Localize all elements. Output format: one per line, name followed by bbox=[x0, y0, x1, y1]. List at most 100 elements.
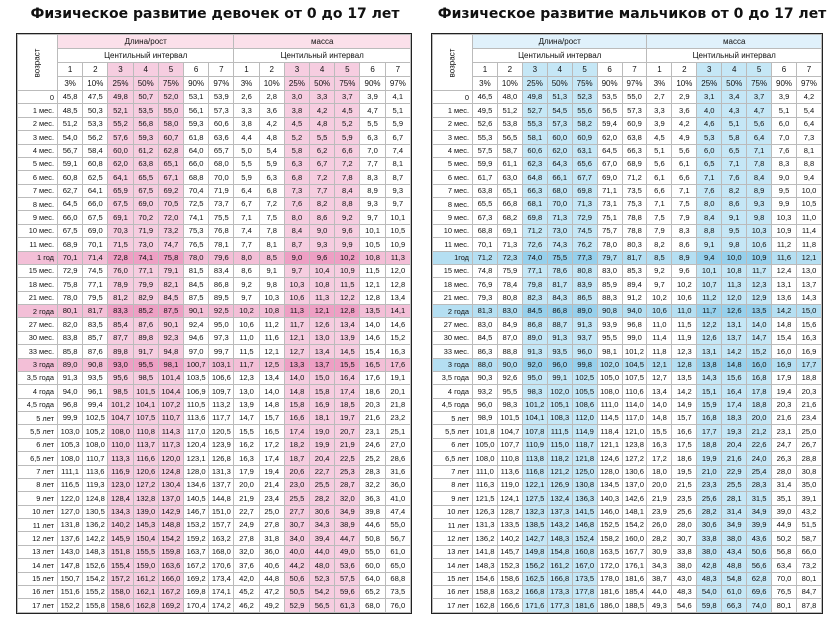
length-value: 136,3 bbox=[571, 491, 598, 506]
length-value: 63,8 bbox=[132, 156, 159, 172]
length-value: 126,3 bbox=[472, 504, 498, 520]
mass-value: 10,8 bbox=[721, 263, 748, 279]
mass-value: 21,6 bbox=[771, 411, 797, 426]
mass-value: 7,0 bbox=[359, 143, 386, 158]
mass-value: 6,6 bbox=[334, 143, 361, 158]
length-value: 55,3 bbox=[472, 130, 498, 145]
mass-value: 7,3 bbox=[283, 183, 311, 199]
mass-value: 56,7 bbox=[384, 531, 412, 546]
mass-value: 8,4 bbox=[746, 170, 773, 185]
length-value: 142,2 bbox=[82, 531, 109, 546]
mass-value: 20,4 bbox=[309, 451, 336, 466]
age-cell: 5 лет bbox=[432, 411, 473, 426]
length-value: 81,5 bbox=[183, 263, 210, 279]
mass-value: 55,0 bbox=[359, 544, 386, 560]
mass-value: 7,9 bbox=[671, 210, 698, 225]
length-value: 83,0 bbox=[496, 304, 523, 319]
mass-value: 10,2 bbox=[233, 304, 260, 319]
mass-value: 12,5 bbox=[258, 357, 285, 372]
length-value: 117,7 bbox=[208, 411, 235, 426]
mass-value: 9,4 bbox=[696, 250, 723, 265]
mass-value: 21,0 bbox=[696, 464, 723, 479]
mass-value: 3,6 bbox=[671, 103, 698, 118]
mass-value: 55,0 bbox=[384, 518, 412, 533]
length-value: 93,5 bbox=[82, 370, 109, 386]
length-value: 67,5 bbox=[107, 197, 134, 212]
length-value: 56,1 bbox=[183, 103, 210, 118]
mass-value: 28,3 bbox=[746, 477, 773, 493]
mass-value: 8,9 bbox=[359, 183, 386, 199]
length-value: 107,5 bbox=[132, 411, 159, 426]
length-value: 76,2 bbox=[571, 237, 598, 252]
length-value: 185,4 bbox=[621, 584, 648, 600]
length-value: 81,7 bbox=[82, 304, 109, 319]
mass-value: 20,0 bbox=[646, 477, 673, 493]
mass-value: 38,7 bbox=[646, 571, 673, 586]
length-value: 132,3 bbox=[521, 504, 548, 520]
table-row: 9 лет 122,0 124,8 128,4 132,8 137,0 140,5 144,8… bbox=[17, 491, 412, 506]
percent-label: 10% bbox=[82, 76, 109, 92]
mass-value: 17,7 bbox=[795, 357, 823, 372]
mass-value: 48,8 bbox=[721, 558, 748, 573]
age-cell: 0 bbox=[432, 90, 473, 105]
table-row: 13 лет 141,8 145,7 149,8 154,8 160,8 163,5 167,… bbox=[432, 544, 823, 560]
interval-number: 6 bbox=[359, 62, 386, 78]
age-cell: 11 лет bbox=[432, 518, 473, 533]
length-value: 63,8 bbox=[472, 183, 498, 199]
mass-value: 8,0 bbox=[283, 210, 311, 225]
length-value: 110,8 bbox=[132, 424, 159, 439]
mass-value: 12,0 bbox=[384, 263, 412, 279]
table-row: 10 мес. 67,5 69,0 70,3 71,9 73,2 75,3 76,8 7,4 7,… bbox=[17, 223, 412, 239]
mass-value: 41,0 bbox=[384, 491, 412, 506]
mass-value: 30,7 bbox=[283, 518, 311, 533]
length-value: 90,8 bbox=[82, 357, 109, 372]
length-value: 87,5 bbox=[157, 304, 185, 319]
mass-value: 54,2 bbox=[309, 584, 336, 600]
length-value: 132,8 bbox=[132, 491, 159, 506]
mass-value: 17,4 bbox=[334, 384, 361, 399]
length-value: 61,7 bbox=[472, 170, 498, 185]
length-value: 124,8 bbox=[82, 491, 109, 506]
length-value: 100,7 bbox=[183, 357, 210, 372]
mass-value: 7,8 bbox=[258, 223, 285, 239]
length-value: 71,3 bbox=[546, 210, 573, 225]
length-value: 107,5 bbox=[621, 370, 648, 386]
age-cell: 2 мес. bbox=[432, 116, 473, 132]
length-value: 61,1 bbox=[496, 156, 523, 172]
length-value: 127,2 bbox=[132, 477, 159, 493]
length-value: 78,1 bbox=[208, 237, 235, 252]
table-row: 8 мес. 64,5 66,0 67,5 69,0 70,5 72,5 73,7 6,7 7,2… bbox=[17, 197, 412, 212]
length-value: 162,8 bbox=[472, 598, 498, 613]
table-row: 3 мес. 55,3 56,5 58,1 60,0 60,9 62,0 63,8 4,5 4,9… bbox=[432, 130, 823, 145]
length-value: 76,5 bbox=[183, 237, 210, 252]
length-value: 55,3 bbox=[521, 116, 548, 132]
mass-value: 4,8 bbox=[309, 116, 336, 132]
length-value: 65,5 bbox=[132, 170, 159, 185]
length-value: 80,8 bbox=[571, 263, 598, 279]
percent-label: 75% bbox=[746, 76, 773, 92]
table-row: 11 мес. 70,1 71,3 72,6 74,3 76,2 78,0 80,3 8,2 8,… bbox=[432, 237, 823, 252]
percent-label: 10% bbox=[258, 76, 285, 92]
length-value: 153,2 bbox=[183, 518, 210, 533]
mass-value: 7,2 bbox=[309, 170, 336, 185]
mass-value: 30,6 bbox=[309, 504, 336, 520]
mass-value: 8,5 bbox=[646, 250, 673, 265]
mass-value: 12,1 bbox=[309, 304, 336, 319]
mass-value: 11,4 bbox=[646, 330, 673, 346]
age-cell: 4 года bbox=[432, 384, 473, 399]
mass-value: 49,0 bbox=[334, 544, 361, 560]
mass-value: 10,9 bbox=[384, 237, 412, 252]
table-row: 3,5 года 90,3 92,6 95,0 99,1 102,5 105,0 107,5 1… bbox=[432, 370, 823, 386]
table-row: 5,5 лет 101,8 104,7 107,8 111,5 114,9 118,4 121… bbox=[432, 424, 823, 439]
mass-value: 17,4 bbox=[283, 424, 311, 439]
mass-value: 24,9 bbox=[233, 518, 260, 533]
mass-value: 14,1 bbox=[384, 304, 412, 319]
mass-value: 12,7 bbox=[283, 344, 311, 359]
length-value: 109,7 bbox=[208, 384, 235, 399]
mass-value: 36,3 bbox=[359, 491, 386, 506]
table-row: 4,5 года 96,8 99,4 101,2 104,1 107,2 110,5 113,… bbox=[17, 397, 412, 413]
mass-value: 25,3 bbox=[334, 464, 361, 479]
length-value: 152,3 bbox=[496, 558, 523, 573]
length-value: 66,0 bbox=[82, 197, 109, 212]
length-value: 162,5 bbox=[521, 571, 548, 586]
